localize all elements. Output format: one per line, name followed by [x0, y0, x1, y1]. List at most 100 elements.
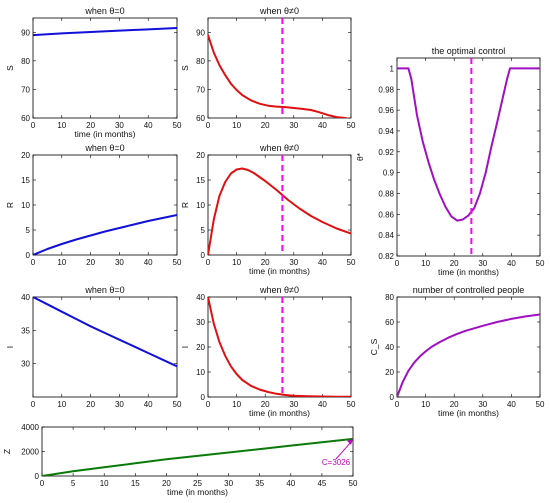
- x-tick-label: 10: [100, 479, 109, 488]
- x-tick-label: 20: [450, 259, 459, 268]
- chart-i0: 0 10 20 30 40 50 30 35 40 when θ=0 I: [5, 285, 182, 409]
- chart-cs: 0 10 20 30 40 50 0 20 40 60 80 number of controlled…: [369, 285, 545, 418]
- series-line-0: [208, 167, 351, 255]
- y-axis-label: R: [5, 202, 15, 208]
- y-tick-label: 15: [196, 176, 205, 185]
- series-line-0: [33, 214, 177, 255]
- chart-control: 0 10 20 30 40 50 0.82 0.84 0.86 0.88 0.9 0.92 0.94 0.…: [355, 46, 545, 277]
- plot-frame: [396, 57, 541, 257]
- plot-frame: [207, 296, 352, 398]
- x-axis-label: time (in months): [438, 267, 499, 277]
- y-tick-label: 0.98: [378, 85, 394, 94]
- chart-title: the optimal control: [432, 46, 506, 56]
- x-tick-label: 50: [347, 121, 356, 130]
- y-axis-label: S: [5, 65, 15, 71]
- x-axis-label: time (in months): [75, 129, 136, 139]
- y-tick-label: 80: [385, 293, 394, 302]
- y-tick-label: 35: [21, 326, 30, 335]
- chart-title: when θ≠0: [259, 6, 299, 16]
- x-tick-label: 10: [421, 259, 430, 268]
- data-layer: [397, 313, 540, 397]
- x-tick-label: 30: [478, 259, 487, 268]
- x-tick-label: 40: [144, 400, 153, 409]
- y-tick-label: 80: [21, 57, 30, 66]
- x-tick-label: 0: [40, 479, 45, 488]
- x-tick-label: 50: [347, 258, 356, 267]
- y-tick-label: 30: [196, 318, 205, 327]
- data-layer: [42, 437, 353, 476]
- series-line-0: [42, 437, 353, 476]
- data-layer: [33, 297, 177, 368]
- x-tick-label: 30: [224, 479, 233, 488]
- y-tick-label: 40: [21, 293, 30, 302]
- x-tick-label: 50: [349, 479, 358, 488]
- series-line-0: [208, 34, 350, 118]
- plot-frame: [207, 154, 352, 256]
- y-tick-label: 0.88: [378, 189, 394, 198]
- x-tick-label: 20: [86, 258, 95, 267]
- x-tick-label: 40: [286, 479, 295, 488]
- y-tick-label: 70: [21, 85, 30, 94]
- x-tick-label: 0: [206, 400, 211, 409]
- y-tick-label: 40: [196, 293, 205, 302]
- x-tick-label: 30: [289, 121, 298, 130]
- x-tick-label: 20: [261, 400, 270, 409]
- chart-title: when θ=0: [84, 143, 124, 153]
- x-tick-label: 45: [317, 479, 326, 488]
- x-tick-label: 50: [173, 258, 182, 267]
- x-tick-label: 25: [193, 479, 202, 488]
- chart-title: when θ=0: [84, 6, 124, 16]
- y-tick-label: 20: [196, 151, 205, 160]
- y-tick-label: 0.94: [378, 127, 394, 136]
- x-tick-label: 10: [232, 121, 241, 130]
- x-tick-label: 15: [131, 479, 140, 488]
- x-tick-label: 30: [115, 121, 124, 130]
- y-tick-label: 10: [196, 201, 205, 210]
- chart-title: number of controlled people: [413, 285, 525, 295]
- x-tick-label: 30: [478, 400, 487, 409]
- y-tick-label: 60: [196, 114, 205, 123]
- x-tick-label: 30: [115, 258, 124, 267]
- x-tick-label: 30: [115, 400, 124, 409]
- x-tick-label: 0: [31, 400, 36, 409]
- data-layer: [397, 58, 540, 256]
- y-tick-label: 10: [21, 201, 30, 210]
- y-tick-label: 0: [390, 393, 395, 402]
- y-axis-label: S: [180, 65, 190, 71]
- y-tick-label: 90: [21, 28, 30, 37]
- x-tick-label: 0: [31, 258, 36, 267]
- y-axis-label: C_S: [369, 338, 379, 355]
- chart-title: when θ=0: [84, 285, 124, 295]
- x-tick-label: 5: [71, 479, 76, 488]
- series-line-0: [33, 297, 177, 368]
- x-tick-label: 0: [395, 400, 400, 409]
- y-tick-label: 4000: [21, 423, 39, 432]
- y-tick-label: 0: [26, 251, 31, 260]
- x-tick-label: 40: [507, 259, 516, 268]
- y-tick-label: 20: [21, 151, 30, 160]
- y-tick-label: 0.9: [383, 169, 395, 178]
- plot-frame: [32, 296, 178, 398]
- y-axis-label: θ*: [355, 152, 365, 161]
- y-tick-label: 80: [196, 57, 205, 66]
- y-tick-label: 0: [201, 393, 206, 402]
- series-line-0: [33, 27, 177, 37]
- data-layer: [33, 214, 177, 255]
- y-tick-label: 2000: [21, 448, 39, 457]
- x-tick-label: 20: [450, 400, 459, 409]
- annotation-arrowhead: [347, 438, 353, 445]
- x-tick-label: 10: [232, 400, 241, 409]
- y-tick-label: 0.82: [378, 252, 394, 261]
- chart-z: 0 5 10 15 20 25 30 35 40 45 50 0 2000 4000 time (in mo…: [2, 423, 358, 497]
- data-layer: [208, 18, 350, 118]
- x-tick-label: 50: [173, 121, 182, 130]
- x-tick-label: 10: [232, 258, 241, 267]
- y-axis-label: I: [180, 346, 190, 348]
- x-tick-label: 0: [31, 121, 36, 130]
- x-tick-label: 10: [421, 400, 430, 409]
- x-tick-label: 40: [144, 121, 153, 130]
- data-layer: [208, 297, 351, 397]
- series-line-0: [397, 313, 540, 397]
- x-tick-label: 10: [57, 121, 66, 130]
